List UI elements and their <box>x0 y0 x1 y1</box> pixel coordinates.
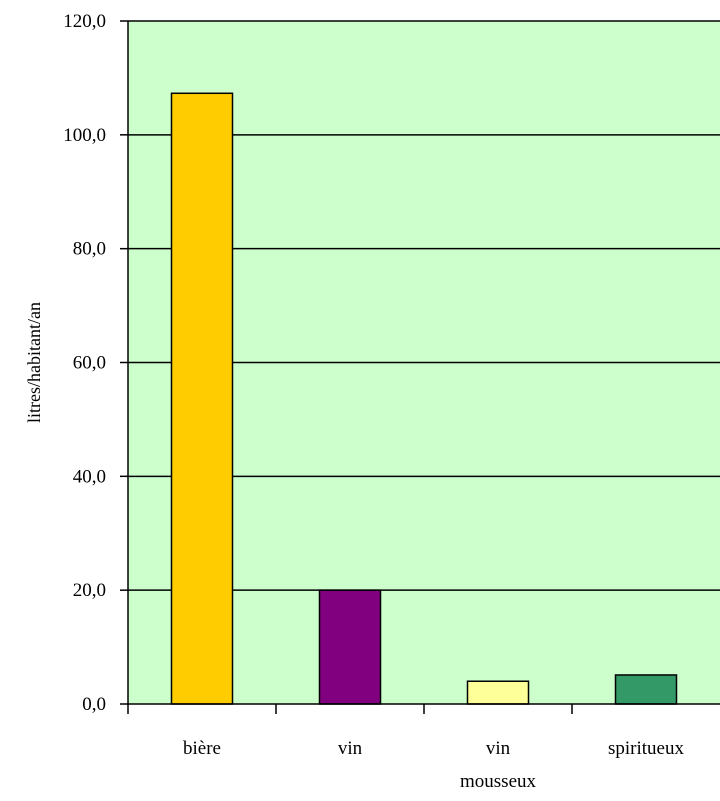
x-category-label: vin mousseux <box>460 738 537 792</box>
bar <box>170 92 234 705</box>
x-category-label: vin <box>338 738 363 759</box>
bar <box>466 680 530 705</box>
x-axis-category-labels: bière vin vin mousseux spiritueux <box>183 738 684 792</box>
bar <box>614 674 678 705</box>
bars <box>170 92 678 705</box>
y-tick-label: 120,0 <box>63 11 106 32</box>
y-axis-title: litres/habitant/an <box>24 302 44 423</box>
y-axis-ticks: 0,0 20,0 40,0 60,0 80,0 100,0 120,0 <box>63 11 128 715</box>
x-category-label: bière <box>183 738 221 759</box>
x-axis-ticks <box>127 704 573 714</box>
y-tick-label: 100,0 <box>63 125 106 146</box>
bar <box>318 589 382 705</box>
x-category-label: spiritueux <box>608 738 684 759</box>
y-tick-label: 0,0 <box>82 694 106 715</box>
y-tick-label: 40,0 <box>73 466 106 487</box>
y-tick-label: 60,0 <box>73 353 106 374</box>
y-tick-label: 20,0 <box>73 580 106 601</box>
y-tick-label: 80,0 <box>73 239 106 260</box>
